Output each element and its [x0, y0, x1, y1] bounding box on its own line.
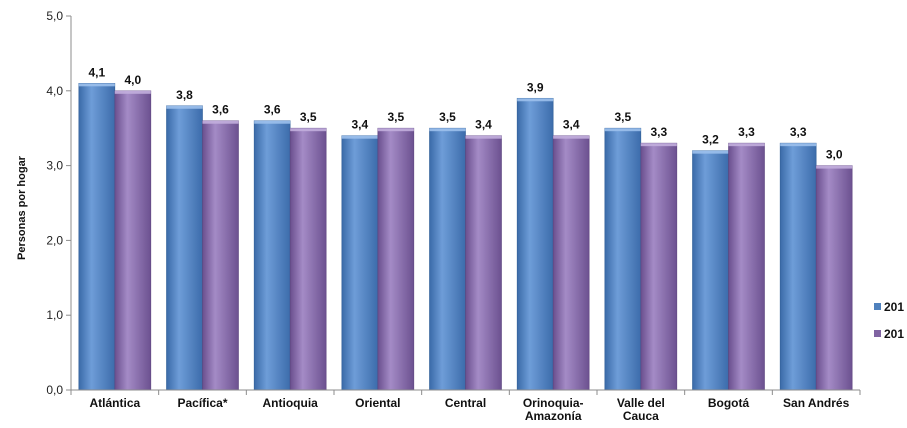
bar-data-label: 3,3	[738, 125, 755, 139]
bar-top-highlight	[465, 135, 502, 139]
bar-series-2	[289, 127, 327, 391]
bar-top-highlight	[202, 120, 239, 124]
bar-top-highlight	[166, 105, 203, 109]
bar-top-highlight	[517, 98, 554, 102]
bar-data-label: 3,4	[351, 118, 368, 132]
bar-top-highlight	[780, 143, 817, 147]
bar-top-highlight	[553, 135, 590, 139]
bar-series-2	[465, 135, 502, 391]
bar-series-1	[604, 127, 642, 391]
bar-data-label: 3,4	[563, 118, 580, 132]
y-axis: 0,0 1,0 2,0 3,0 4,0 5,0	[46, 9, 72, 397]
bar-data-label: 3,6	[264, 103, 281, 117]
bar-series-2	[815, 165, 853, 391]
y-tick-label: 2,0	[46, 233, 63, 247]
bar-top-highlight	[114, 90, 151, 94]
bar-series-2	[640, 142, 678, 391]
y-tick-label: 0,0	[46, 383, 63, 397]
bar-data-label: 3,3	[650, 125, 667, 139]
bar-data-label: 3,5	[387, 110, 404, 124]
x-category-label: Antioquia	[263, 396, 319, 410]
bar-data-label: 3,3	[790, 125, 807, 139]
legend-swatch	[874, 303, 881, 310]
bar-data-label: 3,0	[826, 148, 843, 162]
bar-data-label: 3,8	[176, 88, 193, 102]
x-category-label: Valle del Cauca	[617, 396, 665, 423]
bar-top-highlight	[429, 128, 466, 132]
x-category-label: Oriental	[355, 396, 400, 410]
bar-top-highlight	[78, 83, 115, 87]
bar-top-highlight	[604, 128, 641, 132]
y-tick-label: 4,0	[46, 84, 63, 98]
bar-data-label: 3,5	[439, 110, 456, 124]
bar-series-2	[377, 127, 415, 391]
bar-series-2	[202, 120, 239, 391]
bar-series-1	[516, 97, 554, 391]
y-tick-label: 5,0	[46, 9, 63, 23]
bar-top-highlight	[692, 150, 729, 154]
bar-series-1	[253, 120, 291, 391]
bar-top-highlight	[640, 143, 677, 147]
legend-label: 201	[884, 300, 904, 314]
bar-series-1	[341, 135, 379, 391]
y-tick-label: 1,0	[46, 308, 63, 322]
bar-top-highlight	[254, 120, 291, 124]
x-category-label: Atlántica	[89, 396, 140, 410]
bar-series-1	[692, 150, 729, 391]
x-category-label: Pacífica*	[177, 396, 227, 410]
bar-top-highlight	[290, 128, 327, 132]
bar-data-label: 4,1	[88, 65, 105, 79]
x-category-label: Orinoquia-Amazonía	[523, 396, 584, 423]
bar-data-label: 3,2	[702, 133, 719, 147]
bar-series-1	[166, 105, 203, 391]
bar-data-label: 3,5	[300, 110, 317, 124]
legend: 201 201	[874, 300, 904, 341]
x-category-label: Bogotá	[708, 396, 750, 410]
bar-top-highlight	[377, 128, 414, 132]
bar-series-1	[78, 83, 116, 391]
bar-top-highlight	[816, 165, 853, 169]
legend-label: 201	[884, 327, 904, 341]
bar-series-2	[728, 142, 765, 391]
legend-swatch	[874, 330, 881, 337]
bars: 4,1 4,0 3,8 3,6 3,6 3,5 3,4 3,5 3,5 3,4 3,9 3,4 3,5 3…	[78, 65, 853, 391]
bar-data-label: 3,4	[475, 118, 492, 132]
bar-data-label: 4,0	[124, 73, 141, 87]
x-category-label: Central	[445, 396, 486, 410]
y-tick-label: 3,0	[46, 159, 63, 173]
y-axis-title: Personas por hogar	[16, 155, 28, 260]
bar-data-label: 3,5	[614, 110, 631, 124]
x-axis: Atlántica Pacífica* Antioquia Oriental Centr…	[70, 389, 861, 423]
bar-top-highlight	[341, 135, 378, 139]
bar-data-label: 3,9	[527, 80, 544, 94]
bar-top-highlight	[728, 143, 765, 147]
bar-series-2	[552, 135, 590, 391]
bar-data-label: 3,6	[212, 103, 229, 117]
bar-series-1	[429, 127, 466, 391]
bar-series-2	[114, 90, 152, 391]
x-category-label: San Andrés	[783, 396, 850, 410]
bar-series-1	[779, 142, 817, 391]
